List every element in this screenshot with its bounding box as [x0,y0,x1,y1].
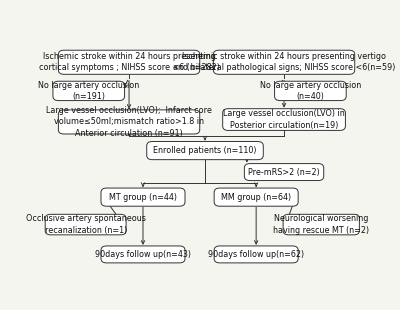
Text: Large vessel occlusion(LVO) in
Posterior circulation(n=19): Large vessel occlusion(LVO) in Posterior… [223,109,345,130]
FancyBboxPatch shape [101,246,185,263]
Text: No large artery occlusion
(n=40): No large artery occlusion (n=40) [260,81,361,101]
FancyBboxPatch shape [101,188,185,206]
Text: 90days follow up(n=62): 90days follow up(n=62) [208,250,304,259]
FancyBboxPatch shape [214,246,298,263]
Text: MT group (n=44): MT group (n=44) [109,193,177,202]
FancyBboxPatch shape [214,188,298,206]
Text: Enrolled patients (n=110): Enrolled patients (n=110) [153,146,257,155]
Text: No large artery occlusion
(n=191): No large artery occlusion (n=191) [38,81,139,101]
Text: Pre-mRS>2 (n=2): Pre-mRS>2 (n=2) [248,168,320,177]
Text: Large vessel occlusion(LVO);  Infarct core
volume≤50ml;mismatch ratio>1.8 in
Ant: Large vessel occlusion(LVO); Infarct cor… [46,106,212,138]
Text: Occlusive artery spontaneous
recanalization (n=1): Occlusive artery spontaneous recanalizat… [26,214,146,235]
FancyBboxPatch shape [274,81,346,100]
FancyBboxPatch shape [58,110,200,134]
FancyBboxPatch shape [53,81,124,100]
Text: Neurological worsening
having rescue MT (n=2): Neurological worsening having rescue MT … [273,214,369,235]
FancyBboxPatch shape [283,214,359,235]
Text: Ischemic stroke within 24 hours presenting
cortical symptoms ; NIHSS score <6 (n: Ischemic stroke within 24 hours presenti… [39,52,220,73]
FancyBboxPatch shape [244,164,324,180]
FancyBboxPatch shape [147,141,263,160]
FancyBboxPatch shape [45,214,126,235]
FancyBboxPatch shape [223,109,346,131]
FancyBboxPatch shape [213,50,355,74]
Text: 90days follow up(n=43): 90days follow up(n=43) [95,250,191,259]
Text: Ischemic stroke within 24 hours presenting vertigo
and bilateral pathological si: Ischemic stroke within 24 hours presenti… [173,52,395,73]
Text: MM group (n=64): MM group (n=64) [221,193,291,202]
FancyBboxPatch shape [58,50,200,74]
